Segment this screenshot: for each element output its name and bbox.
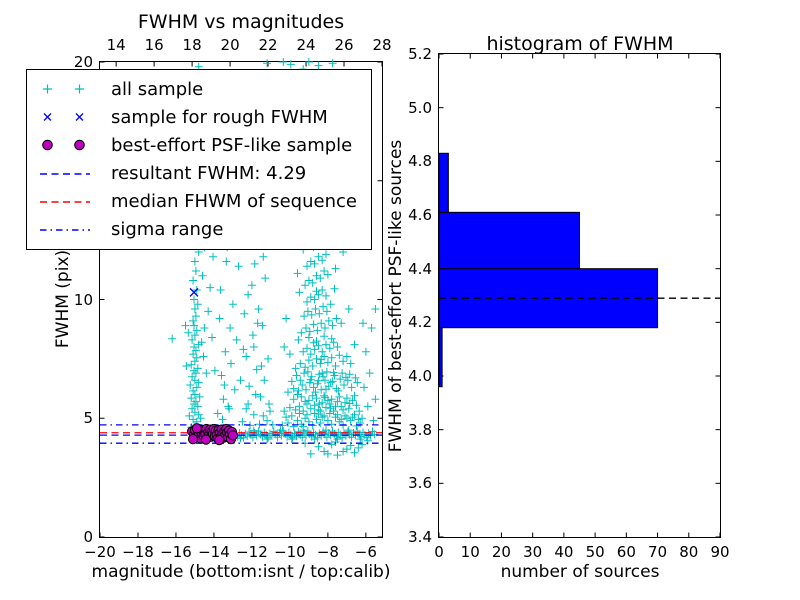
dashdot-swatch-icon xyxy=(40,229,90,231)
tick-label: −20 xyxy=(84,543,116,561)
tick-label: 18 xyxy=(182,36,202,54)
tick-label: −8 xyxy=(316,543,339,561)
tick-label: −18 xyxy=(122,543,154,561)
dashed-swatch-icon xyxy=(40,200,90,203)
legend-item: sigma range xyxy=(37,217,367,243)
tick-label: −12 xyxy=(236,543,268,561)
x-pair-swatch-icon xyxy=(43,113,84,122)
legend-item: median FHWM of sequence xyxy=(37,189,367,215)
tick-label: 10 xyxy=(73,290,93,309)
tick-label: 0 xyxy=(83,528,93,546)
tick-label: 24 xyxy=(296,36,316,54)
legend-item: best-effort PSF-like sample xyxy=(37,132,367,158)
legend-item-label: median FHWM of sequence xyxy=(111,191,357,213)
tick-label: 90 xyxy=(710,543,730,561)
legend-item-label: resultant FWHM: 4.29 xyxy=(111,163,307,185)
dashed-swatch-icon xyxy=(40,172,90,175)
tick-label: 14 xyxy=(106,36,126,54)
right-plot-title: histogram of FWHM xyxy=(486,33,674,55)
tick-label: 4.0 xyxy=(408,367,432,385)
tick-label: −6 xyxy=(354,543,377,561)
tick-label: 50 xyxy=(585,543,605,561)
tick-label: 3.6 xyxy=(408,474,432,493)
tick-label: 20 xyxy=(220,36,240,54)
left-plot-canvas xyxy=(99,58,383,538)
dot-pair-swatch-icon xyxy=(42,140,85,151)
plus-pair-swatch-icon xyxy=(43,84,84,94)
legend: all sample sample for rough FWHM best-effo… xyxy=(26,69,372,250)
right-plot-xlabel: number of sources xyxy=(500,562,660,582)
tick-label: 20 xyxy=(73,53,93,71)
tick-label: 4.6 xyxy=(408,206,432,224)
legend-item-label: best-effort PSF-like sample xyxy=(111,134,353,156)
tick-label: 60 xyxy=(616,543,636,561)
legend-item-label: sample for rough FWHM xyxy=(111,106,328,128)
right-plot-ylabel: FWHM of best-effort PSF-like sources xyxy=(386,139,406,453)
left-plot-ylabel: FWHM (pix) xyxy=(53,249,73,349)
tick-label: 26 xyxy=(334,36,354,54)
tick-label: 5.2 xyxy=(408,45,432,63)
left-plot-xlabel: magnitude (bottom:isnt / top:calib) xyxy=(91,562,391,582)
tick-label: 30 xyxy=(523,543,543,561)
tick-label: 22 xyxy=(258,36,278,54)
right-plot-axes xyxy=(438,53,721,538)
tick-label: −16 xyxy=(160,543,192,561)
tick-label: 4.8 xyxy=(408,152,432,171)
legend-item: sample for rough FWHM xyxy=(37,104,367,130)
tick-label: 20 xyxy=(491,543,511,561)
tick-label: 5.0 xyxy=(408,98,432,117)
tick-label: 5 xyxy=(83,409,93,428)
tick-label: 10 xyxy=(460,543,480,561)
tick-label: 70 xyxy=(648,543,668,561)
tick-label: −10 xyxy=(274,543,306,561)
tick-label: 28 xyxy=(372,36,392,54)
right-plot-canvas xyxy=(438,53,721,538)
tick-label: 3.4 xyxy=(408,528,432,546)
tick-label: 40 xyxy=(554,543,574,561)
tick-label: 16 xyxy=(144,36,164,54)
legend-item: all sample xyxy=(37,76,367,102)
legend-item-label: all sample xyxy=(111,78,204,100)
tick-label: 80 xyxy=(679,543,699,561)
tick-label: 0 xyxy=(434,543,444,561)
left-plot-title: FWHM vs magnitudes xyxy=(137,11,345,33)
legend-item-label: sigma range xyxy=(111,219,224,241)
legend-item: resultant FWHM: 4.29 xyxy=(37,161,367,187)
tick-label: −14 xyxy=(198,543,230,561)
tick-label: 3.8 xyxy=(408,420,432,439)
tick-label: 4.4 xyxy=(408,259,432,278)
tick-label: 4.2 xyxy=(408,313,432,332)
